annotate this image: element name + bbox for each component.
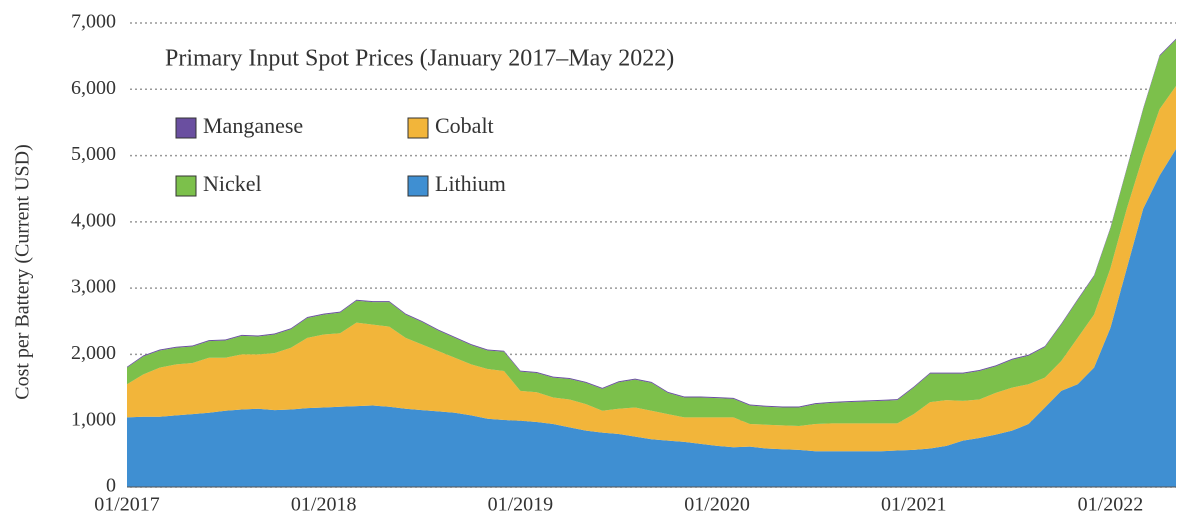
legend-swatch [407, 175, 429, 197]
y-tick-label: 4,000 [71, 209, 116, 231]
legend-swatch [175, 175, 197, 197]
legend-label: Cobalt [435, 113, 494, 138]
x-tick-label: 01/2019 [488, 494, 554, 516]
legend-swatch [175, 117, 197, 139]
chart-title: Primary Input Spot Prices (January 2017–… [165, 46, 674, 72]
y-axis-label: Cost per Battery (Current USD) [12, 144, 34, 400]
area [127, 85, 1176, 452]
y-tick-label: 6,000 [71, 77, 116, 99]
legend-label: Lithium [435, 171, 506, 196]
x-tick-label: 01/2017 [94, 494, 160, 516]
legend-swatch [407, 117, 429, 139]
x-tick-label: 01/2020 [684, 494, 750, 516]
y-tick-label: 1,000 [71, 408, 116, 430]
area [127, 148, 1176, 487]
y-tick-label: 2,000 [71, 342, 116, 364]
x-tick-label: 01/2022 [1078, 494, 1144, 516]
y-tick-label: 5,000 [71, 143, 116, 165]
legend-label: Manganese [203, 113, 303, 138]
y-tick-label: 7,000 [71, 11, 116, 33]
y-tick-label: 0 [106, 475, 116, 497]
legend-label: Nickel [203, 171, 262, 196]
x-tick-label: 01/2018 [291, 494, 357, 516]
x-tick-label: 01/2021 [881, 494, 947, 516]
y-tick-label: 3,000 [71, 276, 116, 298]
